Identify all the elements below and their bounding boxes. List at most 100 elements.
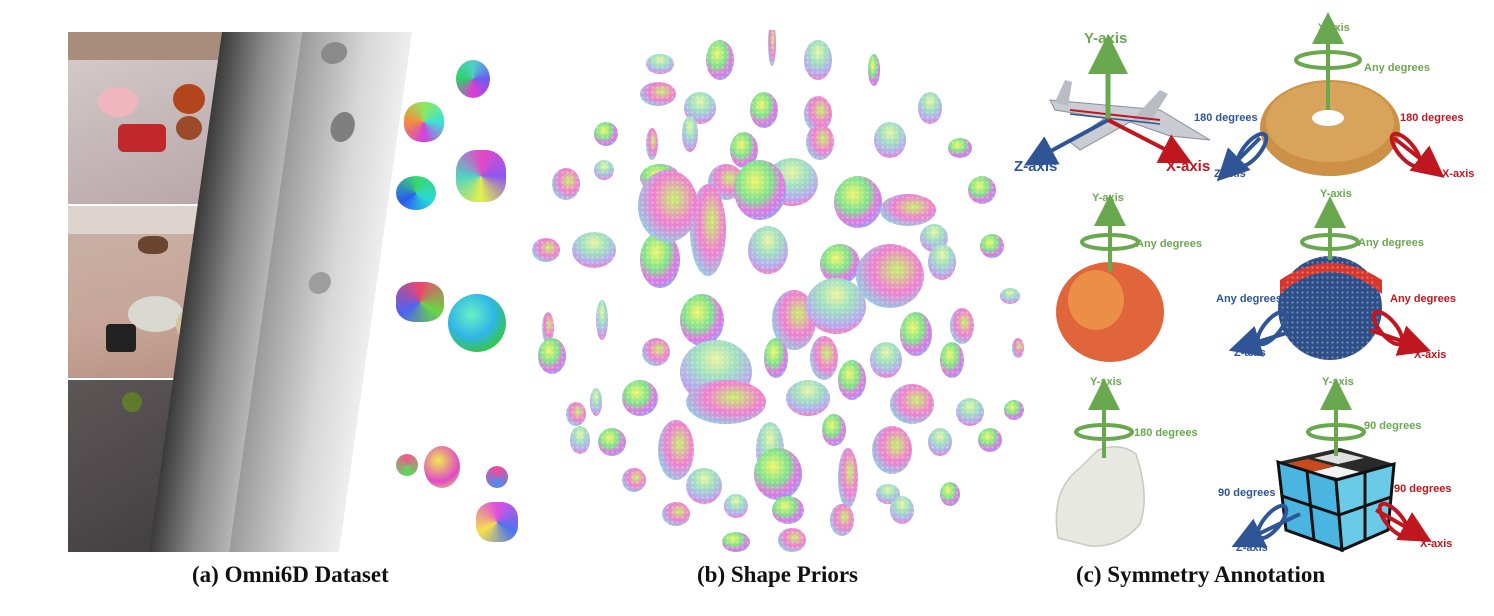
donut-object	[1260, 80, 1400, 176]
point-cloud-texture	[768, 30, 776, 66]
cube-z-degrees-label: 90 degrees	[1218, 487, 1276, 499]
point-cloud-texture	[706, 40, 734, 80]
ball-object	[1278, 256, 1382, 360]
caption-symmetry-annotation: (c) Symmetry Annotation	[1076, 562, 1326, 587]
point-cloud-texture	[980, 234, 1004, 258]
cube-z-axis-label: Z-axis	[1236, 542, 1268, 554]
point-cloud-texture	[806, 278, 866, 334]
apple-axes	[1080, 194, 1140, 272]
point-cloud-texture	[754, 448, 802, 500]
point-cloud-texture	[552, 168, 580, 200]
donut-z-axis-label: Z-axis	[1214, 168, 1246, 180]
point-cloud-texture	[870, 342, 902, 378]
point-cloud-texture	[890, 496, 914, 524]
ball-axes	[1228, 196, 1432, 357]
airplane-z-axis-label: Z-axis	[1014, 158, 1058, 175]
shape-priors-illustration	[532, 30, 1024, 552]
cube-axes	[1231, 378, 1432, 548]
point-cloud-texture	[730, 132, 758, 168]
point-cloud-texture	[722, 532, 750, 552]
point-cloud-texture	[804, 96, 832, 132]
point-cloud-texture	[838, 360, 866, 400]
point-cloud-texture	[646, 128, 658, 160]
nocs-map-column	[396, 32, 536, 552]
cube-object	[1276, 448, 1396, 553]
apple-y-axis-label: Y-axis	[1092, 192, 1124, 204]
point-cloud-texture	[594, 122, 618, 146]
point-cloud-texture	[822, 414, 846, 446]
point-cloud-texture	[778, 528, 806, 552]
ball-z-degrees-label: Any degrees	[1216, 293, 1283, 305]
shape-priors-panel	[530, 30, 1040, 554]
point-cloud-texture	[642, 338, 670, 366]
point-cloud-texture	[868, 54, 880, 86]
point-cloud-texture	[594, 160, 614, 180]
donut-x-axis-label: X-axis	[1442, 168, 1475, 180]
airplane-x-axis-label: X-axis	[1166, 158, 1211, 175]
point-cloud-texture	[772, 496, 804, 524]
airplane-object	[1049, 80, 1211, 151]
point-cloud-texture	[596, 300, 608, 340]
bag-object	[1055, 446, 1145, 547]
point-cloud-texture	[772, 290, 816, 350]
point-cloud-texture	[622, 468, 646, 492]
cube-x-axis-label: X-axis	[1420, 538, 1453, 550]
donut-z-degrees-label: 180 degrees	[1194, 112, 1258, 124]
point-cloud-texture	[646, 54, 674, 74]
point-cloud-texture	[538, 338, 566, 374]
point-cloud-texture	[734, 160, 786, 220]
point-cloud-texture	[662, 502, 690, 526]
bag-y-axis-label: Y-axis	[1090, 376, 1122, 388]
point-cloud-texture	[856, 244, 924, 308]
dataset-panel	[66, 30, 536, 554]
point-cloud-texture	[900, 312, 932, 356]
point-cloud-texture	[764, 338, 788, 378]
point-cloud-texture	[806, 124, 834, 160]
point-cloud-texture	[830, 504, 854, 536]
airplane-y-axis-label: Y-axis	[1084, 30, 1128, 47]
symmetry-panel: Y-axis Z-axis X-axis Y-axis Any degrees …	[1010, 10, 1494, 558]
caption-omni6d-dataset: (a) Omni6D Dataset	[192, 562, 389, 587]
caption-shape-priors: (b) Shape Priors	[697, 562, 858, 587]
donut-axes	[1216, 12, 1445, 182]
point-cloud-texture	[940, 482, 960, 506]
apple-object	[1056, 262, 1164, 362]
point-cloud-texture	[1004, 400, 1024, 420]
point-cloud-texture	[968, 176, 996, 204]
cube-x-degrees-label: 90 degrees	[1394, 483, 1452, 495]
ball-y-axis-label: Y-axis	[1320, 188, 1352, 200]
point-cloud-texture	[810, 336, 838, 380]
donut-x-degrees-label: 180 degrees	[1400, 112, 1464, 124]
point-cloud-texture	[686, 380, 766, 424]
point-cloud-texture	[566, 402, 586, 426]
point-cloud-texture	[874, 122, 906, 158]
rgb-image-1	[68, 32, 228, 204]
point-cloud-texture	[640, 232, 680, 288]
bag-axes	[1074, 378, 1134, 458]
point-cloud-texture	[890, 384, 934, 424]
point-cloud-texture	[724, 494, 748, 518]
cube-y-degrees-label: 90 degrees	[1364, 420, 1422, 432]
point-cloud-texture	[748, 226, 788, 274]
point-cloud-texture	[590, 388, 602, 416]
ball-z-axis-label: Z-axis	[1234, 347, 1266, 359]
point-cloud-texture	[532, 238, 560, 262]
ball-x-degrees-label: Any degrees	[1390, 293, 1457, 305]
point-cloud-texture	[1000, 288, 1020, 304]
apple-y-degrees-label: Any degrees	[1136, 238, 1203, 250]
point-cloud-texture	[622, 380, 658, 416]
point-cloud-texture	[658, 420, 694, 480]
point-cloud-texture	[786, 380, 830, 416]
point-cloud-texture	[948, 138, 972, 158]
point-cloud-texture	[598, 428, 626, 456]
point-cloud-texture	[572, 232, 616, 268]
cube-y-axis-label: Y-axis	[1322, 376, 1354, 388]
point-cloud-texture	[918, 92, 942, 124]
donut-y-degrees-label: Any degrees	[1364, 62, 1431, 74]
point-cloud-texture	[928, 244, 956, 280]
point-cloud-texture	[978, 428, 1002, 452]
point-cloud-texture	[570, 426, 590, 454]
point-cloud-texture	[820, 244, 860, 284]
point-cloud-texture	[876, 484, 900, 504]
point-cloud-texture	[640, 82, 676, 106]
